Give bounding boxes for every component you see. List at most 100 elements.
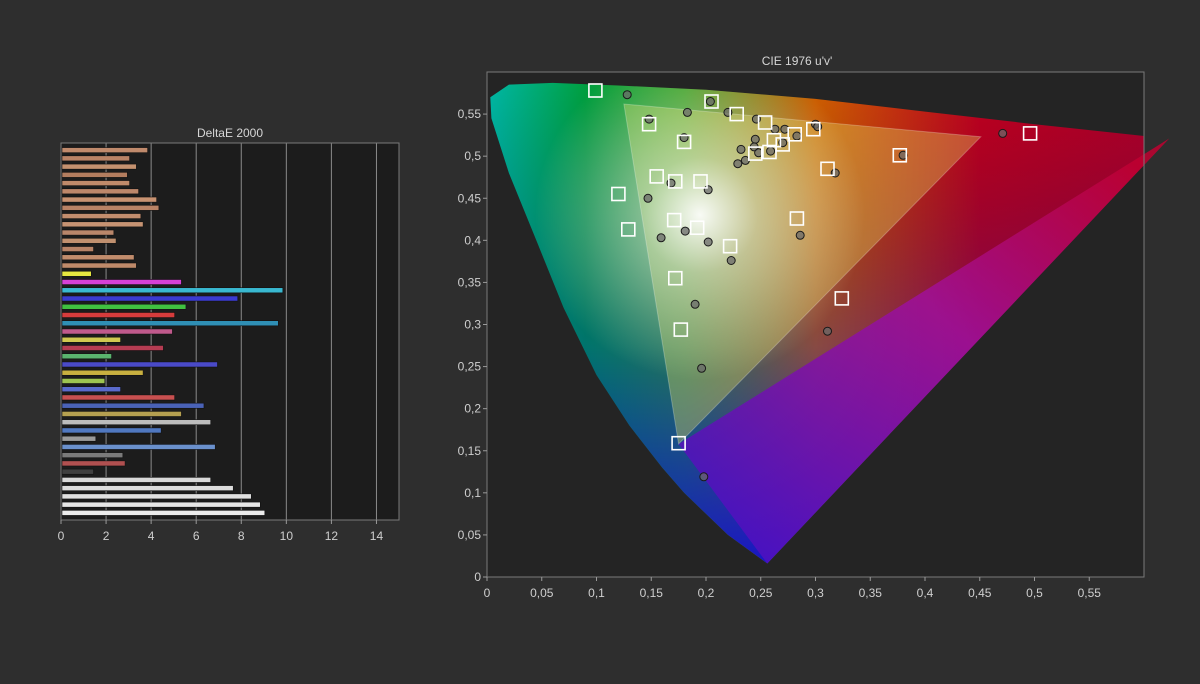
measured-point [792,131,802,141]
target-point [775,137,791,152]
target-points [588,83,1038,451]
target-point [676,134,692,150]
target-point [892,148,908,163]
delta-e-bar [61,452,124,459]
cie-x-tick-label: 0,3 [807,586,824,600]
delta-e-x-tick-label: 12 [325,529,339,543]
target-point [620,222,636,237]
measured-point [697,363,707,373]
delta-e-bar [61,394,175,401]
measured-point [733,159,743,169]
target-point [649,169,665,184]
delta-e-chart: 0 2 4 6 8 10 12 14 DeltaE 2000 [58,126,400,543]
delta-e-bar [61,221,144,228]
cie-y-tick-label: 0 [474,570,481,584]
cie-x-tick-label: 0,05 [530,586,554,600]
delta-e-bar [61,361,218,368]
delta-e-x-tick-label: 0 [58,529,65,543]
delta-e-bar [61,262,137,269]
delta-e-x-tick-label: 8 [238,529,245,543]
measured-point [705,97,715,106]
measured-point [643,193,653,203]
delta-e-bar [61,196,157,203]
target-point [671,435,686,451]
delta-e-bar [61,204,160,211]
target-point [789,211,805,226]
delta-e-chart-title: DeltaE 2000 [197,126,263,140]
target-point [611,186,626,202]
target-point [704,94,719,109]
cie-x-tick-label: 0,4 [917,586,934,600]
delta-e-bar [61,493,252,500]
delta-e-bar [61,303,187,310]
target-point [757,115,773,130]
delta-e-bar [61,510,266,516]
delta-e-bar [61,320,279,327]
cie-y-tick-label: 0,55 [458,107,482,121]
delta-e-bar [61,411,182,417]
cie-chart: 0 0,05 0,1 0,15 0,2 0,25 0,3 0,35 0,4 0,45 0,5 0,55… [458,54,1170,600]
measured-point [998,128,1008,138]
target-point [762,144,777,160]
cie-x-tick-label: 0,55 [1078,586,1102,600]
measured-point [690,299,700,309]
delta-e-x-tick-label: 2 [103,529,110,543]
target-point [787,127,803,142]
delta-e-bar [61,369,144,376]
target-point [820,161,835,177]
delta-e-bar [61,180,130,186]
cie-y-tick-label: 0,5 [464,149,481,163]
cie-y-tick-label: 0,4 [464,233,481,247]
measured-point [680,226,690,236]
cie-x-tick-label: 0,1 [588,586,605,600]
delta-e-bar [61,468,94,475]
measured-point [699,472,709,482]
delta-e-bar [61,237,117,244]
delta-e-bar [61,163,137,170]
delta-e-x-tick-label: 4 [148,529,155,543]
target-point [805,121,821,137]
target-point [667,174,683,189]
delta-e-bar [61,477,212,483]
cie-x-tick-label: 0,35 [859,586,883,600]
measured-point [795,230,805,240]
cie-y-tick-label: 0,15 [458,444,482,458]
target-point [667,270,683,286]
cie-x-tick-label: 0,15 [640,586,664,600]
delta-e-bar [61,353,112,360]
measured-point [644,114,654,124]
delta-e-bar [61,460,126,467]
delta-e-bar [61,229,115,236]
target-point [834,291,850,306]
cie-chart-title: CIE 1976 u'v' [762,54,833,68]
cie-y-tick-label: 0,35 [458,275,482,289]
delta-e-bar [61,246,94,252]
delta-e-bar [61,378,106,384]
delta-e-bar [61,402,205,409]
delta-e-bar [61,336,121,343]
delta-e-bar [61,419,212,426]
target-point [766,132,782,148]
delta-e-bar [61,328,173,335]
cie-y-tick-label: 0,25 [458,360,482,374]
cie-x-tick-label: 0,45 [968,586,992,600]
gamut-triangle [623,103,982,446]
measured-points [622,90,1008,482]
target-point [747,146,763,161]
delta-e-x-tick-label: 10 [280,529,294,543]
delta-e-x-tick-label: 6 [193,529,200,543]
delta-e-bar [61,501,261,508]
delta-e-bar [61,485,234,491]
target-point [1022,126,1038,141]
target-point [722,238,738,254]
target-point [689,220,705,235]
delta-e-x-tick-label: 14 [370,529,384,543]
delta-e-x-axis: 0 2 4 6 8 10 12 14 [58,520,384,543]
cie-y-tick-label: 0,2 [464,402,481,416]
target-point [729,106,745,122]
cie-y-tick-label: 0,3 [464,318,481,332]
delta-e-bar [61,345,164,351]
delta-e-bar [61,155,130,162]
delta-e-bar [61,270,92,277]
